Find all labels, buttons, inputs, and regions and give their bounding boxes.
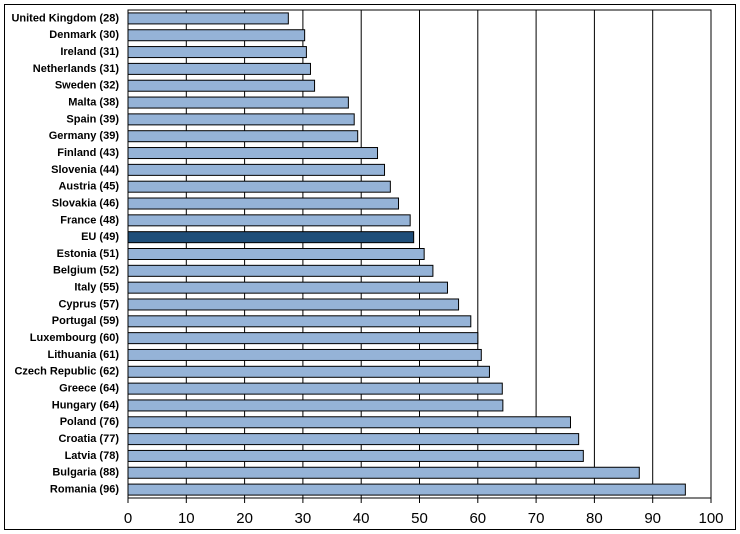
bar — [127, 12, 289, 25]
bar — [127, 147, 379, 160]
category-label: Denmark (30) — [49, 29, 119, 41]
bar — [127, 433, 580, 446]
bar — [127, 248, 425, 260]
category-label: Cyprus (57) — [58, 298, 119, 310]
category-label: Italy (55) — [74, 282, 119, 294]
bar — [127, 264, 434, 277]
bar — [127, 348, 482, 361]
bar — [127, 163, 386, 176]
bar — [127, 46, 307, 59]
x-tick-label: 60 — [469, 510, 486, 527]
category-label: Netherlands (31) — [33, 63, 120, 75]
category-label: Luxembourg (60) — [30, 332, 120, 344]
bar — [127, 315, 472, 328]
bar — [127, 231, 415, 244]
category-label: Croatia (77) — [58, 433, 119, 445]
bar — [127, 483, 686, 496]
bar — [127, 62, 311, 75]
category-label: Malta (38) — [68, 96, 119, 108]
category-label: Belgium (52) — [53, 265, 119, 277]
category-label: United Kingdom (28) — [11, 12, 119, 24]
bar — [127, 79, 316, 92]
bar — [127, 298, 460, 311]
bar — [127, 29, 306, 42]
category-label: Spain (39) — [66, 113, 119, 125]
category-label: Slovakia (46) — [52, 197, 120, 209]
category-label: EU (49) — [81, 231, 119, 243]
bar — [127, 96, 349, 109]
x-tick-label: 90 — [644, 510, 661, 527]
x-tick-label: 100 — [698, 510, 723, 527]
category-label: Portugal (59) — [52, 315, 120, 327]
bar — [127, 449, 584, 462]
bar — [127, 180, 391, 193]
category-label: Poland (76) — [60, 416, 120, 428]
category-label: Finland (43) — [57, 147, 119, 159]
bar — [127, 332, 479, 345]
bar — [127, 365, 490, 378]
x-tick-label: 10 — [178, 510, 195, 527]
category-label: Lithuania (61) — [47, 349, 119, 361]
bar — [127, 281, 448, 294]
bar — [127, 130, 359, 143]
category-label: France (48) — [60, 214, 119, 226]
x-tick-label: 30 — [295, 510, 312, 527]
bar — [127, 416, 571, 429]
x-tick-label: 80 — [586, 510, 603, 527]
bar — [127, 399, 504, 412]
x-tick-label: 20 — [236, 510, 253, 527]
category-label: Bulgaria (88) — [52, 467, 119, 479]
category-label: Austria (45) — [58, 181, 119, 193]
category-label: Hungary (64) — [52, 399, 120, 411]
category-label: Slovenia (44) — [51, 164, 119, 176]
bar — [127, 382, 503, 395]
category-label: Sweden (32) — [55, 80, 120, 92]
category-label: Romania (96) — [50, 483, 119, 495]
category-label: Estonia (51) — [57, 248, 120, 260]
bar — [127, 197, 400, 210]
x-tick-label: 0 — [124, 510, 132, 527]
category-label: Czech Republic (62) — [14, 366, 119, 378]
x-tick-label: 50 — [411, 510, 428, 527]
category-label: Greece (64) — [59, 383, 119, 395]
bar — [127, 466, 640, 479]
category-label: Latvia (78) — [65, 450, 120, 462]
bar — [127, 113, 355, 126]
bar — [127, 214, 411, 227]
category-label: Ireland (31) — [60, 46, 119, 58]
category-label: Germany (39) — [49, 130, 120, 142]
x-tick-label: 40 — [353, 510, 370, 527]
x-tick-label: 70 — [528, 510, 545, 527]
